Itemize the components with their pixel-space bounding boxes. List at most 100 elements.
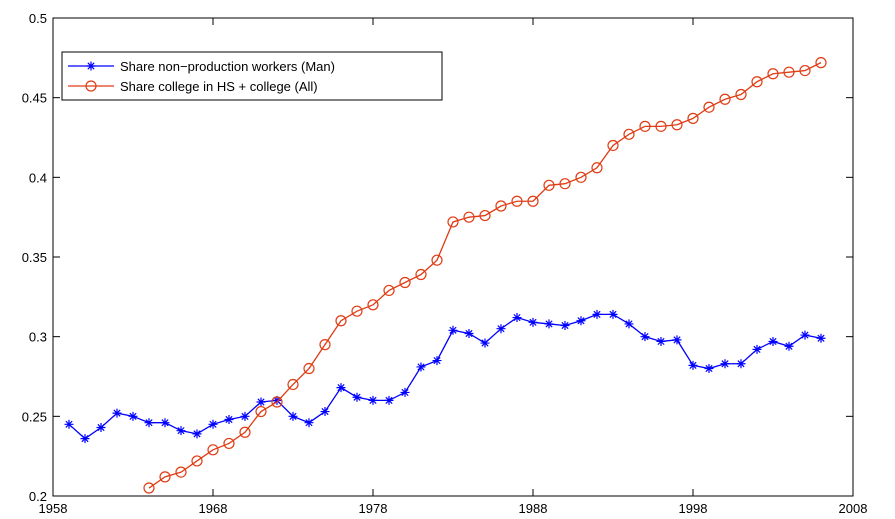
marker <box>624 319 634 329</box>
marker <box>528 317 538 327</box>
y-tick-label: 0.35 <box>22 250 47 265</box>
marker <box>496 324 506 334</box>
marker <box>815 57 827 69</box>
marker <box>287 378 299 391</box>
x-tick-label: 1968 <box>199 501 228 516</box>
marker <box>432 356 442 366</box>
marker <box>672 335 682 345</box>
marker <box>191 455 203 467</box>
marker <box>655 120 667 132</box>
marker <box>271 396 283 408</box>
marker <box>367 299 379 311</box>
marker <box>384 395 394 405</box>
marker <box>735 88 747 101</box>
y-tick-label: 0.2 <box>29 489 47 504</box>
marker <box>736 359 746 369</box>
marker <box>304 418 314 428</box>
marker <box>239 426 251 438</box>
marker <box>464 328 474 338</box>
marker <box>751 76 763 88</box>
x-tick-label: 2008 <box>839 501 868 516</box>
marker <box>592 309 602 319</box>
marker <box>112 408 122 418</box>
y-tick-label: 0.3 <box>29 330 47 345</box>
marker <box>511 195 523 207</box>
marker <box>224 415 234 425</box>
marker <box>608 309 618 319</box>
marker <box>607 139 619 152</box>
marker <box>495 200 507 212</box>
marker <box>448 325 458 335</box>
marker <box>431 254 443 266</box>
marker <box>640 332 650 342</box>
marker <box>479 209 491 222</box>
marker <box>143 482 155 494</box>
marker <box>447 216 459 228</box>
marker <box>336 383 346 393</box>
marker <box>416 362 426 372</box>
marker <box>223 437 235 450</box>
x-tick-label: 1988 <box>519 501 548 516</box>
legend-label: Share non−production workers (Man) <box>120 59 335 74</box>
marker <box>543 179 555 191</box>
marker <box>671 119 683 131</box>
marker <box>352 392 362 402</box>
marker <box>463 211 475 223</box>
marker <box>544 319 554 329</box>
marker <box>64 419 74 429</box>
marker <box>512 313 522 323</box>
x-tick-label: 1998 <box>679 501 708 516</box>
marker <box>96 422 106 432</box>
marker <box>175 466 187 478</box>
marker <box>207 444 219 456</box>
marker <box>256 397 266 407</box>
marker <box>752 344 762 354</box>
marker <box>383 284 395 297</box>
marker <box>799 64 811 77</box>
marker <box>320 407 330 417</box>
marker <box>208 419 218 429</box>
marker <box>85 80 97 92</box>
marker <box>415 268 427 281</box>
marker <box>240 411 250 421</box>
marker <box>576 316 586 326</box>
marker <box>575 171 587 183</box>
series-line <box>148 62 822 489</box>
marker <box>272 395 282 405</box>
marker <box>639 120 651 132</box>
marker <box>80 434 90 444</box>
y-tick-label: 0.5 <box>29 11 47 26</box>
marker <box>559 178 571 190</box>
marker <box>687 112 699 124</box>
x-tick-label: 1978 <box>359 501 388 516</box>
marker <box>719 93 731 105</box>
marker <box>480 338 490 348</box>
marker <box>400 387 410 397</box>
marker <box>768 336 778 346</box>
marker <box>688 360 698 370</box>
marker <box>527 195 539 207</box>
marker <box>192 429 202 439</box>
marker <box>720 359 730 369</box>
marker <box>704 364 714 374</box>
marker <box>335 315 347 327</box>
marker <box>351 305 363 317</box>
marker <box>399 276 411 289</box>
marker <box>767 68 779 80</box>
legend-box <box>61 51 443 101</box>
marker <box>560 321 570 331</box>
marker <box>144 418 154 428</box>
marker <box>784 341 794 351</box>
marker <box>319 339 331 351</box>
marker <box>816 333 826 343</box>
axes-box <box>52 17 854 497</box>
marker <box>368 395 378 405</box>
marker <box>591 162 603 174</box>
y-tick-label: 0.45 <box>22 91 47 106</box>
legend-label: Share college in HS + college (All) <box>120 79 318 94</box>
marker <box>128 411 138 421</box>
legend: Share non−production workers (Man) Share … <box>61 51 443 101</box>
y-tick-label: 0.4 <box>29 170 47 185</box>
marker <box>160 418 170 428</box>
